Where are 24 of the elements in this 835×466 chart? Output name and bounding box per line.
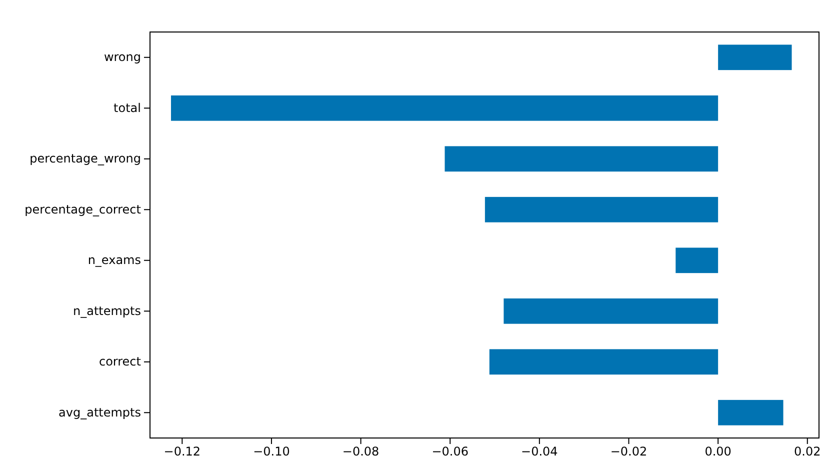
bar	[504, 298, 718, 324]
x-tick-label: −0.10	[253, 444, 290, 459]
bar	[444, 146, 718, 172]
y-tick-label: avg_attempts	[58, 405, 141, 420]
y-tick-label: percentage_wrong	[30, 152, 141, 166]
x-tick-label: −0.08	[342, 444, 380, 459]
x-tick-label: 0.00	[704, 444, 732, 459]
x-tick-label: 0.02	[794, 444, 821, 459]
y-tick-label: n_attempts	[72, 304, 141, 318]
bar	[489, 349, 718, 375]
x-tick-label: −0.12	[164, 444, 201, 459]
bar	[676, 248, 718, 274]
x-tick-label: −0.04	[521, 444, 558, 459]
x-tick-label: −0.02	[610, 444, 648, 459]
y-tick-label: wrong	[104, 50, 141, 64]
bar	[718, 400, 784, 426]
bar	[718, 44, 792, 70]
y-tick-label: percentage_correct	[24, 202, 142, 216]
y-tick-label: n_exams	[88, 253, 141, 268]
y-tick-label: total	[114, 100, 141, 115]
x-tick-label: −0.06	[432, 444, 469, 459]
bar	[484, 196, 718, 222]
bar	[170, 95, 718, 121]
y-tick-label: correct	[98, 354, 142, 369]
